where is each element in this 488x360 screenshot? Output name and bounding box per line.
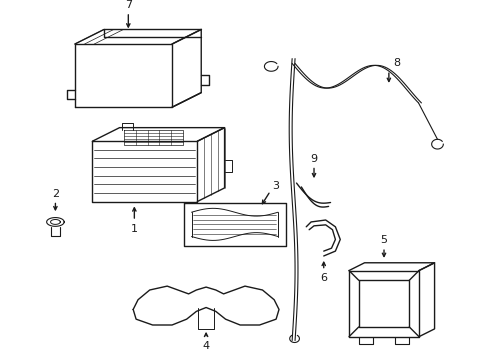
Text: 9: 9	[310, 154, 317, 163]
Text: 4: 4	[202, 341, 209, 351]
Text: 7: 7	[124, 0, 132, 10]
Text: 6: 6	[320, 274, 326, 283]
Text: 5: 5	[380, 235, 386, 245]
Text: 1: 1	[131, 224, 138, 234]
Text: 3: 3	[272, 181, 279, 191]
Text: 8: 8	[392, 58, 399, 68]
Text: 2: 2	[52, 189, 59, 199]
